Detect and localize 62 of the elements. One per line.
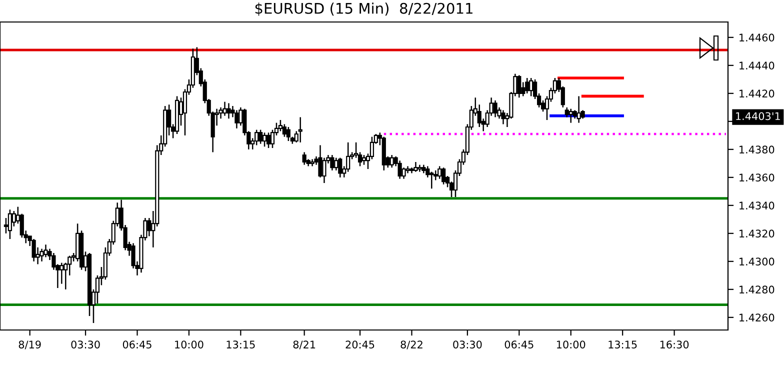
candlestick xyxy=(254,129,259,146)
candlestick xyxy=(322,157,326,184)
candlestick xyxy=(334,157,338,172)
candlestick xyxy=(330,154,334,172)
candlestick xyxy=(12,210,16,228)
candlestick xyxy=(262,132,267,148)
chart-title: $EURUSD (15 Min) 8/22/2011 xyxy=(255,2,472,16)
candlestick xyxy=(576,96,581,124)
y-tick-label: 1.4320 xyxy=(740,230,774,238)
x-tick-label: 8/21 xyxy=(293,340,316,350)
x-tick-label: 16:30 xyxy=(660,340,689,348)
candlestick xyxy=(4,217,8,234)
x-tick-label: 03:30 xyxy=(71,340,100,348)
candlestick xyxy=(286,126,290,142)
candlestick xyxy=(302,152,306,166)
y-tick-label: 1.4340 xyxy=(740,202,774,210)
candlestick xyxy=(398,160,402,180)
x-tick-label: 13:15 xyxy=(226,340,255,348)
candlestick xyxy=(338,157,342,178)
candlestick xyxy=(529,77,534,97)
candlestick xyxy=(501,110,506,125)
y-tick-label: 1.4300 xyxy=(740,258,774,266)
x-tick-label: 10:00 xyxy=(557,340,586,348)
candlestick xyxy=(282,124,286,138)
y-tick-label: 1.4460 xyxy=(740,34,774,42)
candlestick xyxy=(517,74,522,98)
x-tick-label: 8/19 xyxy=(18,340,41,350)
x-tick-label: 06:45 xyxy=(504,340,534,348)
candlestick xyxy=(438,166,442,180)
y-tick-label: 1.4260 xyxy=(740,314,774,322)
x-tick-label: 10:00 xyxy=(175,340,204,348)
candlestick xyxy=(266,132,271,149)
text: 1.4403'1 xyxy=(736,112,780,120)
x-tick-label: 8/22 xyxy=(400,340,422,350)
y-tick-label: 1.4420 xyxy=(740,90,774,98)
candlestick xyxy=(390,154,394,168)
y-tick-label: 1.4360 xyxy=(740,174,774,182)
candlestick xyxy=(402,166,406,180)
y-tick-label: 1.4440 xyxy=(740,62,774,70)
candlestick xyxy=(525,77,530,94)
candlestick xyxy=(32,238,36,262)
candlestick xyxy=(40,248,44,262)
candlestick xyxy=(8,208,12,240)
x-tick-label: 06:45 xyxy=(122,340,152,348)
y-tick-label: 1.4280 xyxy=(740,286,774,294)
candlestick xyxy=(442,166,446,186)
candlestick xyxy=(258,129,263,144)
candlestick xyxy=(298,116,302,144)
candlestick xyxy=(493,100,498,118)
candlestick xyxy=(568,108,573,124)
candlestick xyxy=(222,101,227,116)
x-tick-label: 20:45 xyxy=(346,340,374,348)
candlestick xyxy=(362,154,366,166)
y-tick-label: 1.4380 xyxy=(740,146,774,154)
candlestick xyxy=(414,161,418,172)
candlestick xyxy=(60,262,64,284)
candlestick xyxy=(44,244,48,258)
candlestick xyxy=(226,102,231,120)
x-tick-label: 13:15 xyxy=(608,340,637,348)
x-tick-label: 03:30 xyxy=(453,340,482,348)
candlestick xyxy=(234,110,239,130)
candlestick xyxy=(430,171,434,190)
